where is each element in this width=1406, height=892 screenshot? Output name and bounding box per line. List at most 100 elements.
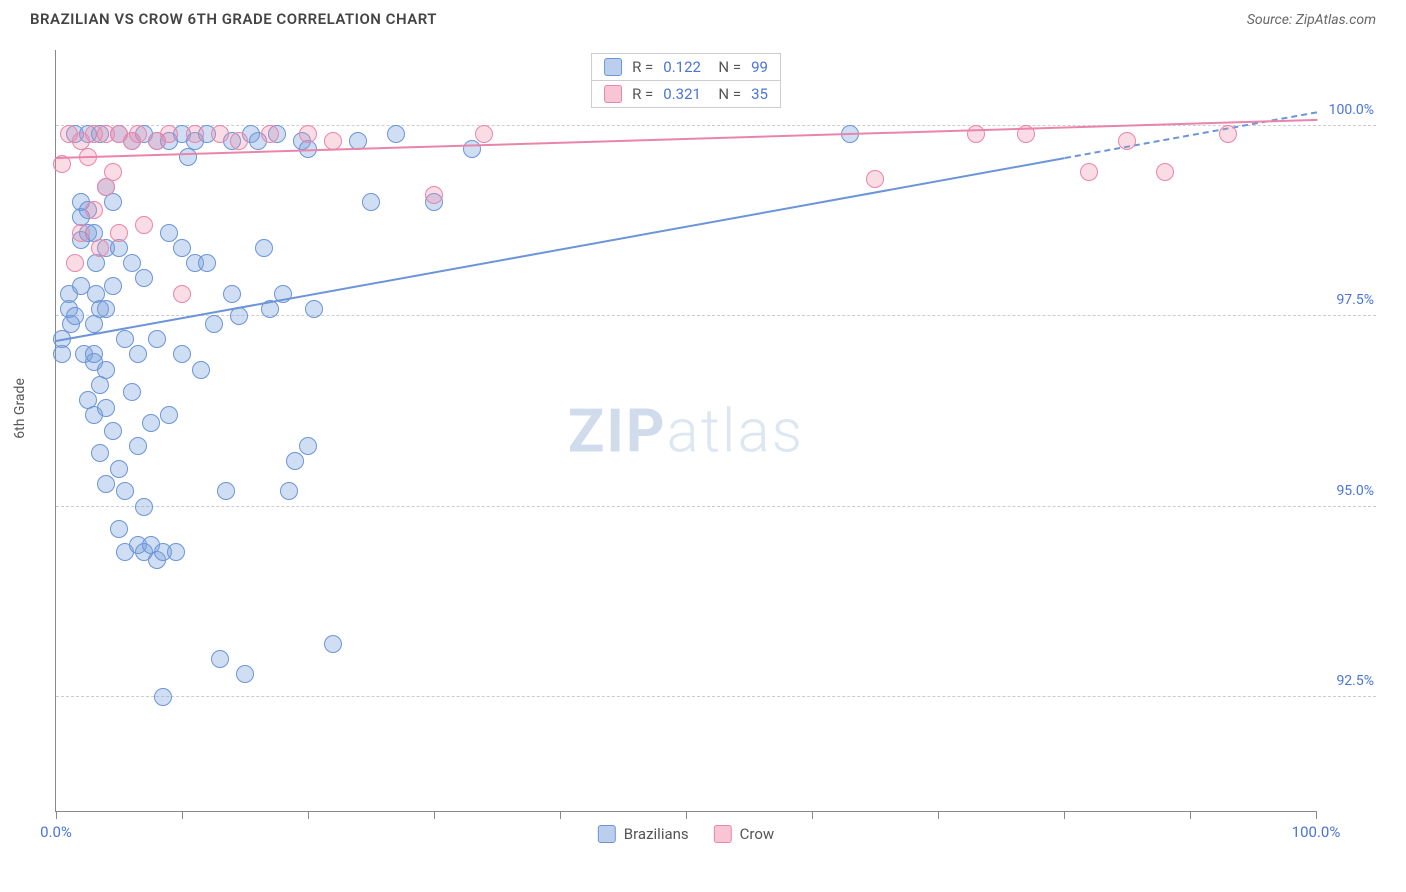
scatter-point <box>72 224 90 242</box>
scatter-point <box>967 125 985 143</box>
legend-row-brazilians: R = 0.122 N = 99 <box>592 54 780 81</box>
scatter-point <box>1219 125 1237 143</box>
r-value-2: 0.321 <box>663 85 701 103</box>
legend-item-brazilians: Brazilians <box>598 825 689 843</box>
scatter-point <box>116 482 134 500</box>
scatter-point <box>211 650 229 668</box>
scatter-point <box>362 193 380 211</box>
legend-item-crow: Crow <box>714 825 775 843</box>
scatter-point <box>160 224 178 242</box>
scatter-point <box>110 224 128 242</box>
legend-label: Crow <box>740 825 775 843</box>
swatch-blue-icon <box>604 58 622 76</box>
scatter-point <box>475 125 493 143</box>
scatter-point <box>425 186 443 204</box>
scatter-point <box>236 665 254 683</box>
plot-area: ZIPatlas R = 0.122 N = 99 R = 0.321 N = … <box>55 50 1316 812</box>
scatter-point <box>129 345 147 363</box>
scatter-point <box>230 132 248 150</box>
x-tick-label: 100.0% <box>1292 823 1341 841</box>
n-label: N = <box>711 58 741 76</box>
scatter-point <box>217 482 235 500</box>
scatter-point <box>261 125 279 143</box>
scatter-point <box>198 254 216 272</box>
gridline <box>56 506 1376 507</box>
scatter-point <box>91 444 109 462</box>
x-tick <box>1316 811 1317 819</box>
scatter-point <box>280 482 298 500</box>
y-tick-label: 100.0% <box>1329 102 1374 118</box>
scatter-point <box>186 125 204 143</box>
scatter-point <box>97 300 115 318</box>
scatter-point <box>387 125 405 143</box>
y-axis-title: 6th Grade <box>12 378 28 439</box>
scatter-point <box>110 460 128 478</box>
x-tick <box>308 811 309 819</box>
trend-line <box>56 157 1065 342</box>
x-tick <box>560 811 561 819</box>
scatter-point <box>129 437 147 455</box>
scatter-point <box>97 361 115 379</box>
y-tick-label: 97.5% <box>1336 292 1374 308</box>
chart-title: BRAZILIAN VS CROW 6TH GRADE CORRELATION … <box>30 10 437 28</box>
scatter-point <box>173 285 191 303</box>
trend-line-extrapolated <box>1065 111 1318 159</box>
series-legend: Brazilians Crow <box>598 825 774 843</box>
scatter-point <box>85 201 103 219</box>
scatter-point <box>87 254 105 272</box>
correlation-legend: R = 0.122 N = 99 R = 0.321 N = 35 <box>591 53 781 108</box>
legend-row-crow: R = 0.321 N = 35 <box>592 81 780 107</box>
scatter-point <box>66 307 84 325</box>
x-tick-label: 0.0% <box>40 823 72 841</box>
scatter-point <box>173 345 191 363</box>
swatch-pink-icon <box>714 825 732 843</box>
r-label: R = <box>632 58 653 76</box>
x-tick <box>56 811 57 819</box>
x-tick <box>434 811 435 819</box>
x-tick <box>182 811 183 819</box>
scatter-point <box>148 330 166 348</box>
x-tick <box>1064 811 1065 819</box>
scatter-point <box>255 239 273 257</box>
x-tick <box>938 811 939 819</box>
scatter-point <box>123 254 141 272</box>
scatter-point <box>135 498 153 516</box>
scatter-point <box>85 345 103 363</box>
scatter-point <box>123 383 141 401</box>
n-value-1: 99 <box>751 58 768 76</box>
scatter-point <box>866 170 884 188</box>
y-tick-label: 92.5% <box>1336 673 1374 689</box>
watermark-bold: ZIP <box>568 395 667 466</box>
scatter-point <box>305 300 323 318</box>
legend-label: Brazilians <box>624 825 689 843</box>
scatter-point <box>192 361 210 379</box>
swatch-blue-icon <box>598 825 616 843</box>
scatter-point <box>211 125 229 143</box>
scatter-point <box>160 125 178 143</box>
scatter-point <box>104 422 122 440</box>
scatter-point <box>160 406 178 424</box>
x-tick <box>686 811 687 819</box>
source-attribution: Source: ZipAtlas.com <box>1247 12 1376 28</box>
scatter-point <box>1118 132 1136 150</box>
scatter-point <box>1156 163 1174 181</box>
r-label: R = <box>632 85 653 103</box>
scatter-point <box>129 125 147 143</box>
scatter-point <box>230 307 248 325</box>
scatter-point <box>110 520 128 538</box>
y-tick-label: 95.0% <box>1336 483 1374 499</box>
gridline <box>56 696 1376 697</box>
scatter-point <box>66 254 84 272</box>
scatter-point <box>104 163 122 181</box>
scatter-point <box>135 216 153 234</box>
x-tick <box>812 811 813 819</box>
scatter-point <box>142 414 160 432</box>
r-value-1: 0.122 <box>663 58 701 76</box>
scatter-point <box>299 125 317 143</box>
gridline <box>56 315 1376 316</box>
scatter-point <box>167 543 185 561</box>
scatter-point <box>135 269 153 287</box>
scatter-point <box>324 635 342 653</box>
scatter-point <box>463 140 481 158</box>
chart-header: BRAZILIAN VS CROW 6TH GRADE CORRELATION … <box>0 0 1406 33</box>
